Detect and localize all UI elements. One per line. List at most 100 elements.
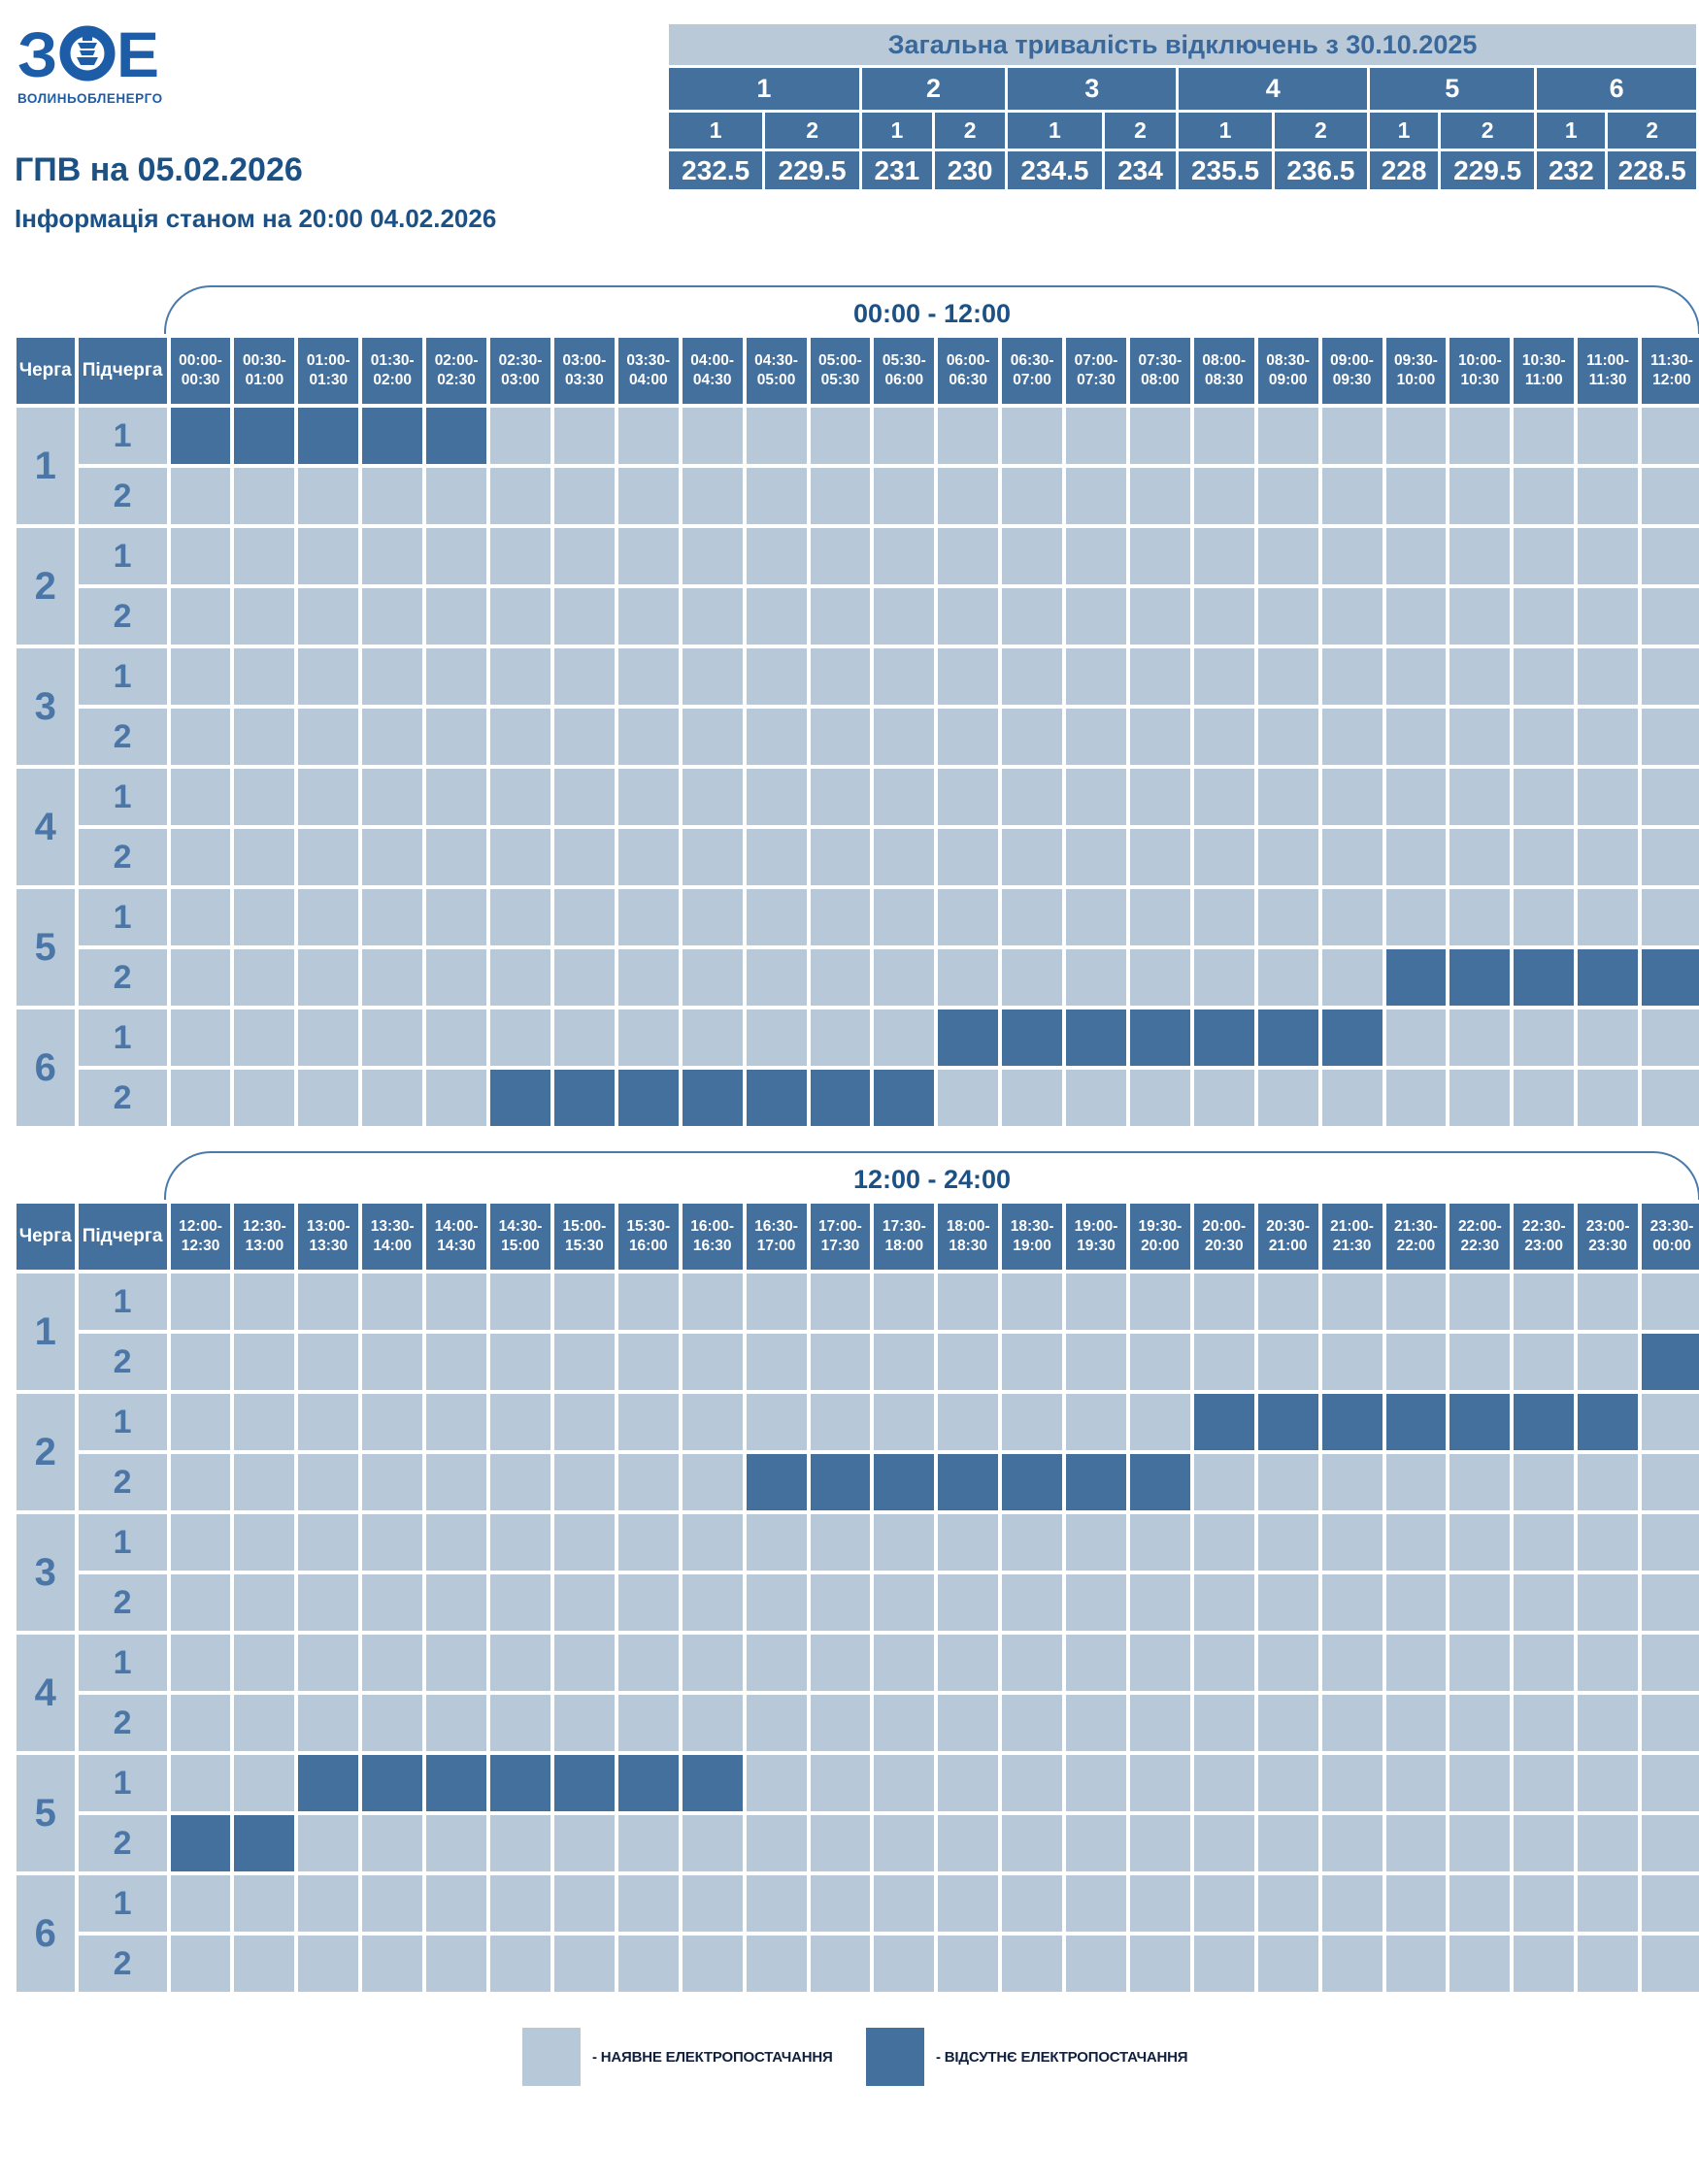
- slot-start: 04:30-: [754, 351, 798, 369]
- power-cell: [874, 1815, 935, 1871]
- time-slot-header: 03:00- 03:30: [553, 338, 615, 404]
- queue-cell: 3: [17, 1514, 75, 1631]
- power-cell: [553, 1274, 615, 1330]
- power-cell: [1321, 1274, 1383, 1330]
- power-cell: [1578, 709, 1638, 765]
- subqueue-cell: 2: [78, 588, 167, 645]
- power-cell: [1002, 1936, 1063, 1992]
- summary-value-cell: 232: [1537, 151, 1606, 189]
- power-cell: [682, 1875, 743, 1932]
- power-cell: [426, 1334, 487, 1390]
- power-cell: [234, 588, 295, 645]
- legend-label: - НАЯВНЕ ЕЛЕКТРОПОСТАЧАННЯ: [592, 2048, 833, 2066]
- power-cell: [810, 528, 871, 584]
- power-cell: [1321, 1755, 1383, 1811]
- power-cell: [938, 648, 999, 705]
- slot-end: 16:30: [692, 1238, 732, 1254]
- power-cell: [298, 829, 359, 885]
- slot-start: 19:00-: [1074, 1217, 1118, 1235]
- power-cell: [874, 648, 935, 705]
- power-cell: [1514, 1635, 1575, 1691]
- power-cell: [1321, 949, 1383, 1006]
- power-cell: [1193, 588, 1254, 645]
- power-cell: [1066, 1936, 1126, 1992]
- power-on-swatch: [522, 2028, 581, 2086]
- legend-label: - ВІДСУТНЄ ЕЛЕКТРОПОСТАЧАННЯ: [936, 2048, 1188, 2066]
- power-cell: [746, 1815, 807, 1871]
- power-cell: [1066, 1815, 1126, 1871]
- power-cell: [362, 889, 423, 945]
- slot-start: 00:00-: [179, 351, 222, 369]
- slot-start: 03:00-: [562, 351, 607, 369]
- power-cell: [1321, 1454, 1383, 1510]
- slot-end: 12:30: [181, 1238, 220, 1254]
- power-cell: [426, 528, 487, 584]
- power-cell: [1129, 468, 1190, 524]
- power-cell: [1257, 769, 1318, 825]
- slot-start: 05:30-: [882, 351, 926, 369]
- power-cell: [170, 1009, 231, 1066]
- power-cell: [426, 829, 487, 885]
- outage-cell: [874, 1454, 935, 1510]
- power-cell: [810, 889, 871, 945]
- power-cell: [1449, 1815, 1511, 1871]
- subqueue-cell: 2: [78, 1695, 167, 1751]
- summary-subqueue-cell: 2: [1104, 113, 1177, 149]
- power-cell: [682, 648, 743, 705]
- power-cell: [1002, 1274, 1063, 1330]
- slot-end: 02:30: [437, 372, 476, 388]
- power-cell: [490, 1009, 550, 1066]
- power-cell: [1385, 709, 1447, 765]
- time-slot-header: 19:00- 19:30: [1066, 1204, 1126, 1270]
- power-cell: [1257, 1755, 1318, 1811]
- slot-end: 01:00: [245, 372, 284, 388]
- power-cell: [1514, 1815, 1575, 1871]
- summary-queue-cell: 5: [1370, 68, 1535, 110]
- outage-cell: [1066, 1454, 1126, 1510]
- power-cell: [1578, 1334, 1639, 1390]
- slot-end: 15:30: [565, 1238, 604, 1254]
- power-cell: [938, 709, 999, 765]
- time-range-label: 00:00 - 12:00: [852, 299, 1012, 328]
- power-cell: [1385, 1574, 1447, 1631]
- schedule-row: 2: [17, 1070, 1699, 1126]
- power-cell: [746, 1334, 807, 1390]
- slot-end: 09:00: [1268, 372, 1308, 388]
- summary-value-cell: 228.5: [1608, 151, 1696, 189]
- time-slot-header: 15:00- 15:30: [553, 1204, 615, 1270]
- time-slot-header: 21:30- 22:00: [1385, 1204, 1447, 1270]
- power-cell: [1002, 1635, 1063, 1691]
- power-cell: [234, 829, 295, 885]
- power-cell: [1066, 528, 1126, 584]
- power-cell: [170, 1574, 231, 1631]
- outage-cell: [810, 1070, 871, 1126]
- slot-start: 13:30-: [370, 1217, 415, 1235]
- summary-subqueue-cell: 1: [669, 113, 763, 149]
- power-cell: [1193, 528, 1254, 584]
- outage-cell: [1385, 1394, 1447, 1450]
- power-cell: [1193, 1454, 1254, 1510]
- power-cell: [1129, 1070, 1190, 1126]
- slot-end: 13:00: [245, 1238, 284, 1254]
- time-slot-header: 04:30- 05:00: [746, 338, 807, 404]
- power-cell: [1578, 1574, 1639, 1631]
- power-cell: [1514, 889, 1575, 945]
- power-cell: [810, 1394, 871, 1450]
- power-cell: [810, 1755, 871, 1811]
- logo-caption: ВОЛИНЬОБЛЕНЕРГО: [17, 91, 163, 106]
- power-cell: [1514, 1070, 1575, 1126]
- outage-cell: [1578, 949, 1638, 1006]
- power-cell: [298, 1635, 359, 1691]
- outage-cell: [553, 1755, 615, 1811]
- slot-start: 10:30-: [1521, 351, 1566, 369]
- power-cell: [1641, 769, 1699, 825]
- power-cell: [1129, 1755, 1190, 1811]
- power-cell: [553, 588, 615, 645]
- slot-start: 11:00-: [1586, 351, 1630, 369]
- power-cell: [234, 1454, 295, 1510]
- outage-cell: [1385, 949, 1447, 1006]
- power-cell: [1578, 1635, 1639, 1691]
- power-cell: [1385, 1635, 1447, 1691]
